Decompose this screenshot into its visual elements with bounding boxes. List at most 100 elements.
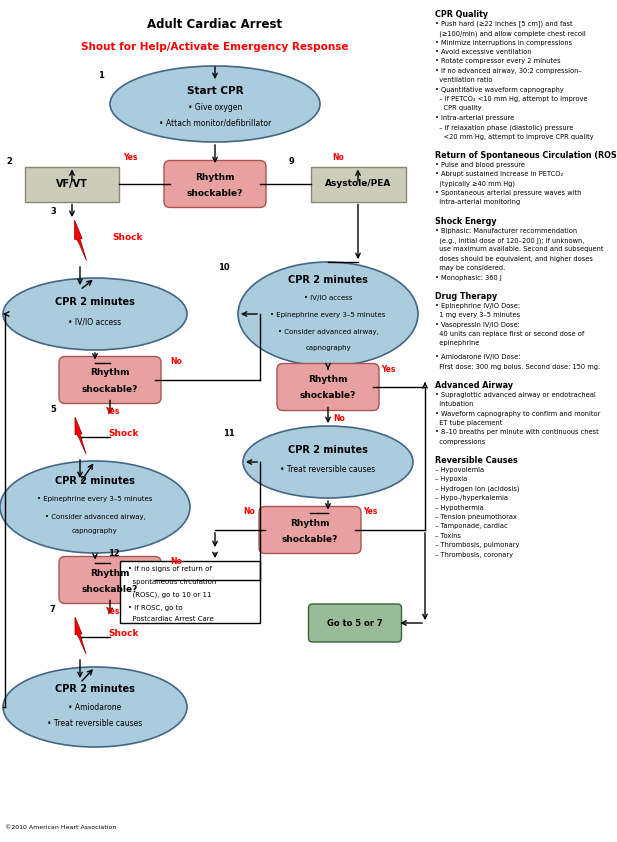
Text: CPR quality: CPR quality <box>435 105 482 111</box>
Text: (ROSC), go to 10 or 11: (ROSC), go to 10 or 11 <box>128 592 212 599</box>
Text: First dose: 300 mg bolus. Second dose: 150 mg.: First dose: 300 mg bolus. Second dose: 1… <box>435 364 600 370</box>
Text: • Supraglottic advanced airway or endotracheal: • Supraglottic advanced airway or endotr… <box>435 392 596 397</box>
Ellipse shape <box>3 667 187 747</box>
Text: No: No <box>170 557 182 567</box>
Text: CPR Quality: CPR Quality <box>435 10 488 19</box>
Polygon shape <box>75 220 86 261</box>
Text: (≥100/min) and allow complete chest recoil: (≥100/min) and allow complete chest reco… <box>435 30 586 36</box>
Text: – Thrombosis, coronary: – Thrombosis, coronary <box>435 552 513 557</box>
Polygon shape <box>75 417 86 454</box>
Text: – Hypoxia: – Hypoxia <box>435 477 467 482</box>
Text: • Avoid excessive ventilation: • Avoid excessive ventilation <box>435 49 531 55</box>
Bar <box>25 167 120 201</box>
Text: may be considered.: may be considered. <box>435 265 505 271</box>
Text: shockable?: shockable? <box>282 535 338 543</box>
Text: 9: 9 <box>289 157 294 166</box>
Text: CPR 2 minutes: CPR 2 minutes <box>55 684 135 694</box>
FancyBboxPatch shape <box>164 161 266 207</box>
Ellipse shape <box>3 278 187 350</box>
Text: Return of Spontaneous Circulation (ROSC): Return of Spontaneous Circulation (ROSC) <box>435 151 617 160</box>
Text: • Monophasic: 360 J: • Monophasic: 360 J <box>435 274 502 280</box>
Text: • Treat reversible causes: • Treat reversible causes <box>280 466 376 475</box>
Text: epinephrine: epinephrine <box>435 340 479 346</box>
Text: Rhythm: Rhythm <box>308 376 348 385</box>
Text: (typically ≥40 mm Hg): (typically ≥40 mm Hg) <box>435 181 515 187</box>
Text: Start CPR: Start CPR <box>187 86 243 96</box>
Text: Shock: Shock <box>108 628 138 637</box>
Text: 11: 11 <box>223 429 234 439</box>
Text: Rhythm: Rhythm <box>195 173 234 182</box>
Text: • Intra-arterial pressure: • Intra-arterial pressure <box>435 115 514 121</box>
Text: CPR 2 minutes: CPR 2 minutes <box>55 297 135 307</box>
Text: • IV/IO access: • IV/IO access <box>304 295 352 301</box>
Text: 1 mg every 3–5 minutes: 1 mg every 3–5 minutes <box>435 312 520 318</box>
Text: – If relaxation phase (diastolic) pressure: – If relaxation phase (diastolic) pressu… <box>435 125 573 131</box>
Text: ©2010 American Heart Association: ©2010 American Heart Association <box>5 825 117 830</box>
Text: Shout for Help/Activate Emergency Response: Shout for Help/Activate Emergency Respon… <box>81 42 349 52</box>
Text: shockable?: shockable? <box>82 385 138 393</box>
Text: CPR 2 minutes: CPR 2 minutes <box>288 275 368 285</box>
Text: • Abrupt sustained increase in PETCO₂: • Abrupt sustained increase in PETCO₂ <box>435 171 563 177</box>
Bar <box>120 561 260 623</box>
Text: • Attach monitor/defibrillator: • Attach monitor/defibrillator <box>159 119 271 127</box>
Text: No: No <box>333 414 345 423</box>
Text: ventilation ratio: ventilation ratio <box>435 77 492 83</box>
Text: Yes: Yes <box>105 407 119 416</box>
Text: • Biphasic: Manufacturer recommendation: • Biphasic: Manufacturer recommendation <box>435 227 577 233</box>
Text: shockable?: shockable? <box>300 392 356 401</box>
Text: Rhythm: Rhythm <box>290 519 329 527</box>
Text: • Rotate compressor every 2 minutes: • Rotate compressor every 2 minutes <box>435 58 561 64</box>
Text: doses should be equivalent, and higher doses: doses should be equivalent, and higher d… <box>435 256 593 262</box>
Text: 7: 7 <box>50 605 56 614</box>
Ellipse shape <box>0 461 190 553</box>
Text: 5: 5 <box>50 404 56 413</box>
FancyBboxPatch shape <box>59 356 161 403</box>
Text: No: No <box>332 153 344 163</box>
Text: – Hydrogen ion (acidosis): – Hydrogen ion (acidosis) <box>435 486 520 493</box>
Text: – If PETCO₂ <10 mm Hg, attempt to improve: – If PETCO₂ <10 mm Hg, attempt to improv… <box>435 96 587 102</box>
Text: • Quantitative waveform capnography: • Quantitative waveform capnography <box>435 87 564 93</box>
FancyBboxPatch shape <box>308 604 402 642</box>
Text: VF/VT: VF/VT <box>56 179 88 189</box>
Text: Yes: Yes <box>105 607 119 616</box>
Text: • Minimize interruptions in compressions: • Minimize interruptions in compressions <box>435 40 572 45</box>
Text: 1: 1 <box>98 72 104 81</box>
Text: • Consider advanced airway,: • Consider advanced airway, <box>44 514 146 520</box>
Text: – Hypothermia: – Hypothermia <box>435 504 484 510</box>
Text: Yes: Yes <box>363 508 378 516</box>
Text: Rhythm: Rhythm <box>90 369 130 377</box>
Text: shockable?: shockable? <box>82 584 138 594</box>
Text: – Toxins: – Toxins <box>435 533 461 539</box>
Text: – Tamponade, cardiac: – Tamponade, cardiac <box>435 524 508 530</box>
Text: – Hypovolemia: – Hypovolemia <box>435 466 484 473</box>
Text: Drug Therapy: Drug Therapy <box>435 292 497 301</box>
Text: 10: 10 <box>218 264 230 273</box>
Text: • Consider advanced airway,: • Consider advanced airway, <box>278 329 378 335</box>
Text: capnography: capnography <box>305 345 351 351</box>
Text: • Amiodarone: • Amiodarone <box>68 702 122 711</box>
Text: capnography: capnography <box>72 528 118 534</box>
Text: CPR 2 minutes: CPR 2 minutes <box>288 445 368 455</box>
Text: • If no advanced airway, 30:2 compression–: • If no advanced airway, 30:2 compressio… <box>435 67 582 74</box>
Text: No: No <box>243 508 255 516</box>
Text: • Vasopressin IV/IO Dose:: • Vasopressin IV/IO Dose: <box>435 322 520 328</box>
Text: compressions: compressions <box>435 439 485 445</box>
Text: <20 mm Hg, attempt to improve CPR quality: <20 mm Hg, attempt to improve CPR qualit… <box>435 134 594 140</box>
Text: Yes: Yes <box>381 365 395 374</box>
Text: Yes: Yes <box>123 153 137 163</box>
Ellipse shape <box>238 262 418 366</box>
Text: shockable?: shockable? <box>187 189 243 198</box>
Text: • Waveform capnography to confirm and monitor: • Waveform capnography to confirm and mo… <box>435 411 600 417</box>
Bar <box>310 167 405 201</box>
Text: – Tension pneumothorax: – Tension pneumothorax <box>435 514 517 520</box>
FancyBboxPatch shape <box>259 507 361 553</box>
Ellipse shape <box>110 66 320 142</box>
Polygon shape <box>75 617 86 654</box>
Ellipse shape <box>243 426 413 498</box>
Text: • Treat reversible causes: • Treat reversible causes <box>48 720 143 728</box>
Text: Shock Energy: Shock Energy <box>435 217 497 226</box>
Text: 2: 2 <box>7 157 12 166</box>
Text: • Amiodarone IV/IO Dose:: • Amiodarone IV/IO Dose: <box>435 354 521 360</box>
Text: • 8–10 breaths per minute with continuous chest: • 8–10 breaths per minute with continuou… <box>435 429 598 435</box>
Text: • Epinephrine every 3–5 minutes: • Epinephrine every 3–5 minutes <box>37 496 152 502</box>
